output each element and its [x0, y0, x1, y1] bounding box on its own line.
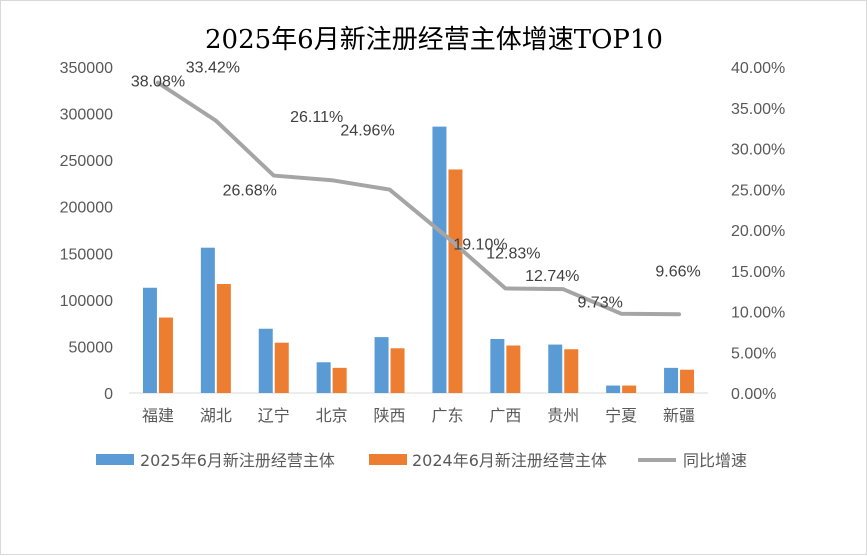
- bar-2025: [490, 338, 505, 393]
- left-tick-label: 250000: [60, 153, 113, 170]
- right-tick-label: 35.00%: [731, 101, 785, 118]
- category-axis: 福建 湖北 辽宁 北京 陕西 广东 广西 贵州 宁夏 新疆: [142, 406, 695, 425]
- bar-2025: [548, 344, 563, 393]
- right-tick-label: 15.00%: [731, 264, 785, 281]
- right-tick-label: 20.00%: [731, 223, 785, 240]
- category-label: 贵州: [547, 406, 579, 425]
- category-label: 湖北: [200, 406, 232, 425]
- left-tick-label: 150000: [60, 246, 113, 263]
- growth-data-label: 12.74%: [525, 268, 579, 285]
- growth-data-label: 38.08%: [131, 74, 185, 91]
- left-tick-label: 50000: [69, 339, 114, 356]
- bar-2024: [332, 367, 347, 393]
- bar-2024: [506, 345, 521, 393]
- bar-2024: [158, 317, 173, 393]
- bar-2025: [316, 362, 331, 393]
- bar-2025: [258, 328, 273, 393]
- bar-2024: [274, 342, 289, 393]
- legend: 2025年6月新注册经营主体 2024年6月新注册经营主体 同比增速: [96, 451, 747, 470]
- growth-data-label: 9.73%: [577, 295, 622, 312]
- left-tick-label: 300000: [60, 107, 113, 124]
- legend-label: 同比增速: [683, 451, 747, 470]
- bar-2024: [390, 348, 405, 393]
- legend-label: 2024年6月新注册经营主体: [412, 451, 607, 470]
- chart-title: 2025年6月新注册经营主体增速TOP10: [205, 25, 663, 55]
- right-axis: 0.00% 5.00% 10.00% 15.00% 20.00% 25.00% 30.00%…: [731, 60, 785, 403]
- left-axis: 0 50000 100000 150000 200000 250000 300000 3500…: [60, 60, 113, 403]
- growth-data-label: 12.83%: [486, 245, 540, 262]
- category-label: 广东: [431, 406, 463, 425]
- bar-2025: [200, 247, 215, 393]
- bar-2025: [664, 367, 679, 393]
- bar-2025: [606, 385, 621, 393]
- bars-group: [142, 126, 695, 394]
- legend-swatch: [96, 454, 134, 465]
- category-label: 福建: [142, 406, 174, 425]
- growth-data-label: 24.96%: [340, 123, 394, 140]
- bar-2024: [622, 385, 637, 393]
- right-tick-label: 5.00%: [731, 345, 776, 362]
- right-tick-label: 40.00%: [731, 60, 785, 77]
- left-tick-label: 100000: [60, 293, 113, 310]
- bar-2024: [448, 169, 463, 393]
- category-label: 新疆: [663, 406, 695, 425]
- right-tick-label: 0.00%: [731, 386, 776, 403]
- left-tick-label: 0: [104, 386, 113, 403]
- category-label: 宁夏: [605, 406, 637, 425]
- bar-2025: [142, 287, 157, 393]
- bar-2024: [680, 369, 695, 393]
- category-label: 陕西: [374, 406, 406, 425]
- bar-2025: [374, 337, 389, 393]
- growth-data-label: 33.42%: [186, 60, 240, 77]
- bar-2024: [564, 349, 579, 393]
- right-tick-label: 10.00%: [731, 305, 785, 322]
- legend-swatch: [369, 454, 407, 465]
- right-tick-label: 30.00%: [731, 142, 785, 159]
- left-tick-label: 200000: [60, 200, 113, 217]
- left-tick-label: 350000: [60, 60, 113, 77]
- legend-label: 2025年6月新注册经营主体: [140, 451, 335, 470]
- category-label: 辽宁: [258, 406, 290, 425]
- growth-data-label: 19.10%: [453, 236, 507, 253]
- growth-data-label: 26.11%: [290, 109, 343, 126]
- growth-line-group: 38.08%33.42% 26.68% 26.11%24.96% 19.10%12.8…: [131, 60, 701, 317]
- growth-line: [155, 80, 682, 317]
- growth-data-label: 9.66%: [655, 263, 700, 280]
- bar-2024: [216, 284, 231, 393]
- category-label: 北京: [316, 406, 348, 425]
- category-label: 广西: [489, 406, 521, 425]
- bar-2025: [432, 126, 447, 394]
- growth-data-label: 26.68%: [223, 183, 277, 200]
- right-tick-label: 25.00%: [731, 182, 785, 199]
